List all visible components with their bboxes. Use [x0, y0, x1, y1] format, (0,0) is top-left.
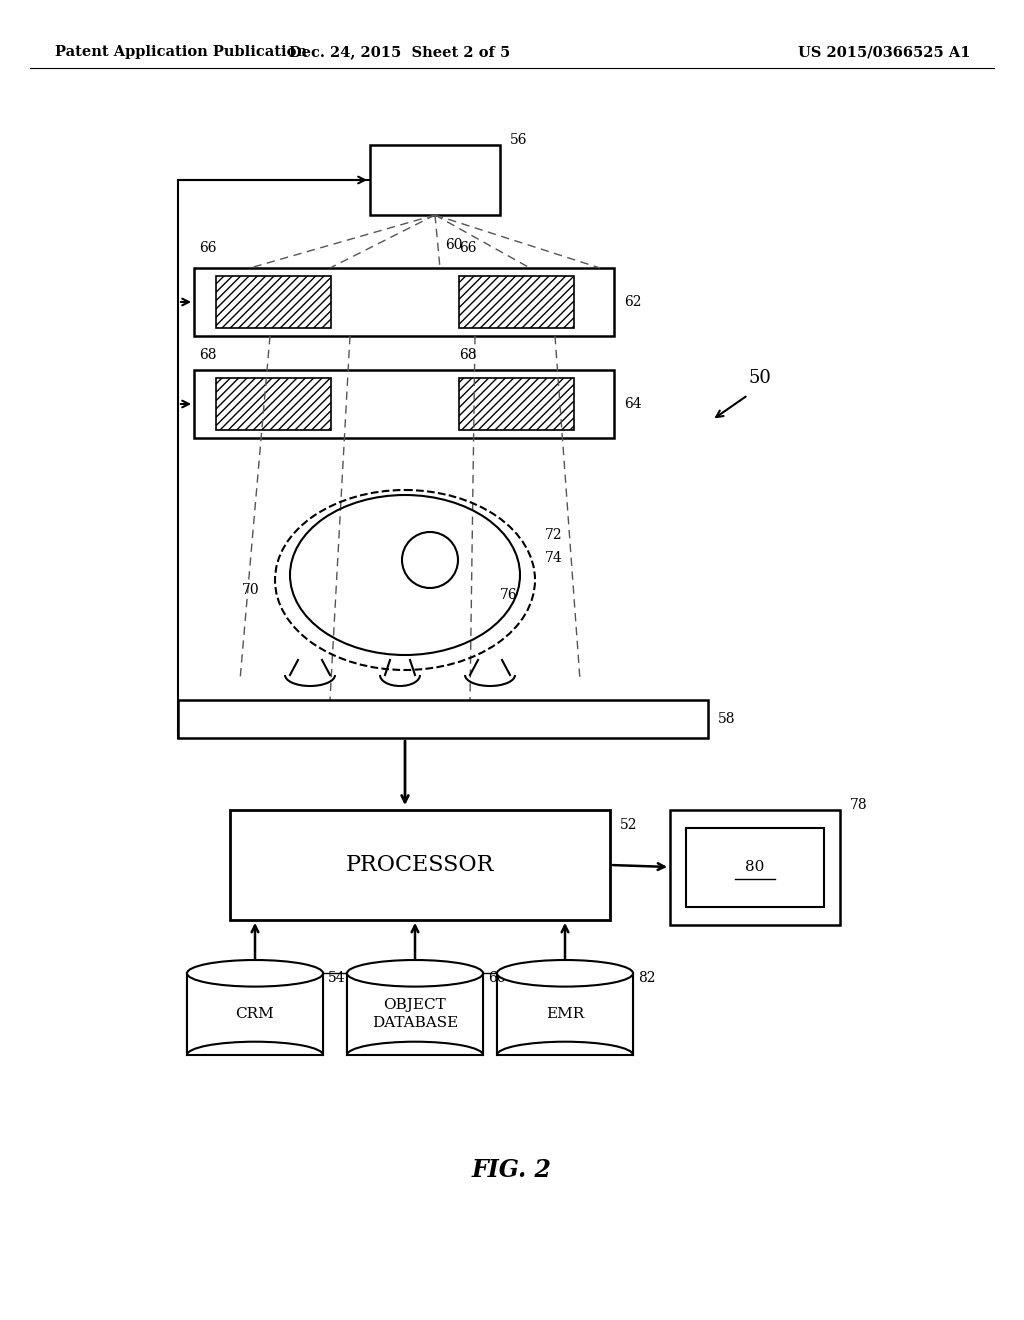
Text: 82: 82 [638, 972, 655, 985]
Text: 52: 52 [620, 818, 638, 832]
Text: OBJECT: OBJECT [384, 998, 446, 1012]
Text: 72: 72 [545, 528, 562, 543]
Text: 54: 54 [328, 972, 346, 985]
Bar [497, 973, 633, 1055]
Text: Dec. 24, 2015  Sheet 2 of 5: Dec. 24, 2015 Sheet 2 of 5 [290, 45, 511, 59]
Text: PROCESSOR: PROCESSOR [346, 854, 495, 876]
Bar [194, 268, 614, 337]
Bar [230, 810, 610, 920]
Bar [459, 276, 574, 327]
Text: 68: 68 [199, 348, 216, 362]
Text: 50: 50 [748, 370, 771, 387]
Bar [370, 145, 500, 215]
Text: FIG. 2: FIG. 2 [472, 1158, 552, 1181]
Text: 60: 60 [445, 238, 463, 252]
Ellipse shape [497, 960, 633, 986]
Text: 66: 66 [488, 972, 506, 985]
Text: 74: 74 [545, 550, 563, 565]
Text: Patent Application Publication: Patent Application Publication [55, 45, 307, 59]
Bar [347, 973, 483, 1055]
Bar [497, 973, 633, 1055]
Text: 80: 80 [745, 861, 765, 874]
Text: 76: 76 [500, 587, 517, 602]
Text: 66: 66 [199, 242, 216, 255]
Text: 62: 62 [624, 294, 641, 309]
Bar [347, 973, 483, 1055]
Text: 58: 58 [718, 711, 735, 726]
Bar [459, 378, 574, 430]
Bar [686, 828, 824, 907]
Text: CRM: CRM [236, 1007, 274, 1022]
Ellipse shape [187, 960, 323, 986]
Bar [178, 700, 708, 738]
Bar [187, 973, 323, 1055]
Bar [187, 973, 323, 1055]
Bar [216, 276, 331, 327]
Text: EMR: EMR [546, 1007, 584, 1022]
Text: 66: 66 [459, 242, 476, 255]
Text: 70: 70 [242, 583, 260, 597]
Text: US 2015/0366525 A1: US 2015/0366525 A1 [798, 45, 970, 59]
Bar [194, 370, 614, 438]
Text: 64: 64 [624, 397, 642, 411]
Ellipse shape [347, 960, 483, 986]
Text: DATABASE: DATABASE [372, 1016, 458, 1030]
Text: 68: 68 [459, 348, 476, 362]
Text: 78: 78 [850, 799, 867, 812]
Text: 56: 56 [510, 133, 527, 147]
Bar [670, 810, 840, 925]
Bar [216, 378, 331, 430]
